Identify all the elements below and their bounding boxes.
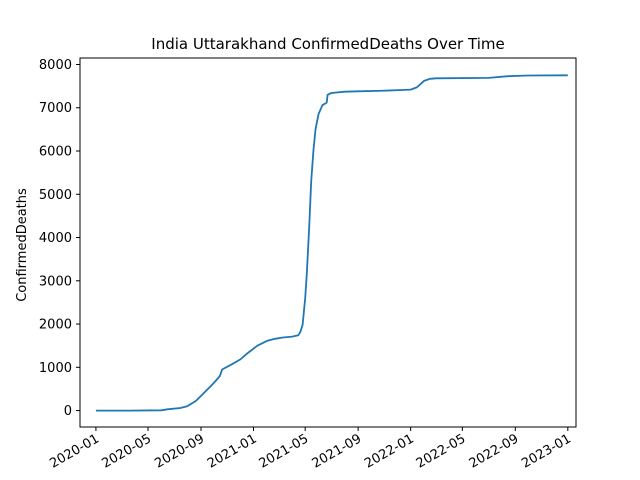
- y-tick-label: 0: [64, 404, 72, 419]
- y-tick-label: 1000: [39, 361, 72, 376]
- chart-title: India Uttarakhand ConfirmedDeaths Over T…: [151, 35, 504, 53]
- y-tick-label: 2000: [39, 318, 72, 333]
- y-tick-label: 3000: [39, 274, 72, 289]
- plot-frame: [79, 57, 577, 428]
- y-tick-label: 6000: [39, 145, 72, 160]
- y-tick-label: 4000: [39, 231, 72, 246]
- y-tick-label: 7000: [39, 101, 72, 116]
- y-tick-label: 8000: [39, 58, 72, 73]
- series-line-0: [95, 74, 568, 412]
- y-axis-label: ConfirmedDeaths: [15, 188, 30, 302]
- y-tick-label: 5000: [39, 188, 72, 203]
